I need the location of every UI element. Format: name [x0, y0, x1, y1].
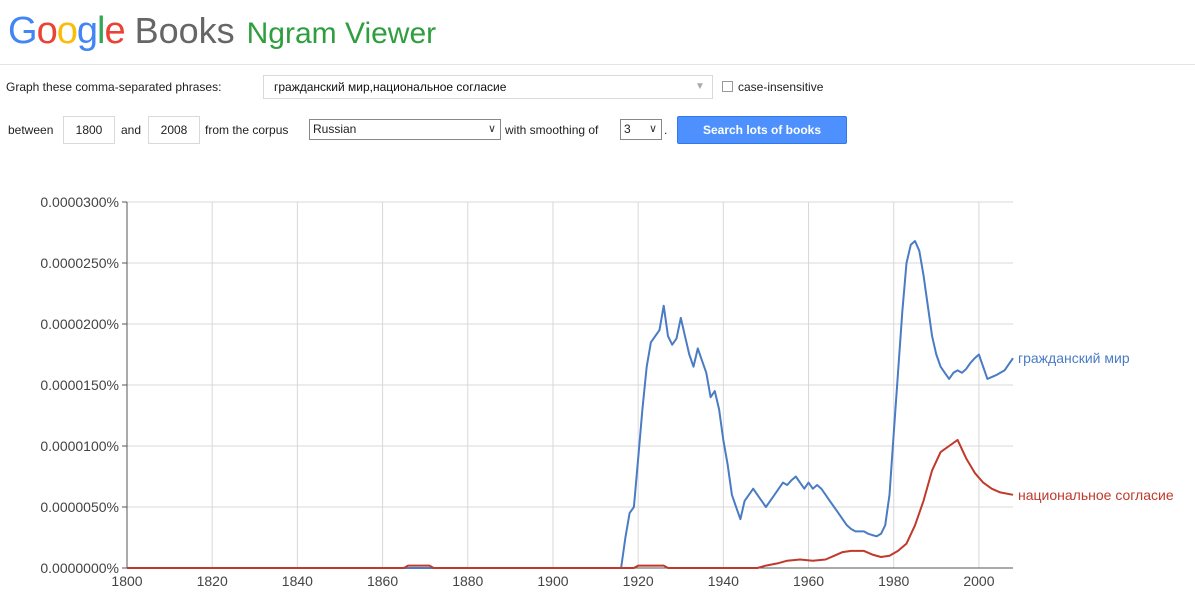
and-label: and	[121, 123, 142, 137]
series-label-1[interactable]: гражданский мир	[1018, 350, 1130, 366]
smoothing-value: 3	[624, 122, 631, 136]
x-tick-label: 1880	[452, 573, 483, 589]
chevron-down-icon: ∨	[648, 123, 657, 135]
end-year-input[interactable]: 2008	[148, 116, 200, 144]
x-tick-label: 2000	[963, 573, 994, 589]
x-tick-label: 1960	[793, 573, 824, 589]
phrases-input[interactable]: гражданский мир,национальное согласие	[263, 75, 713, 99]
x-tick-label: 1820	[197, 573, 228, 589]
x-tick-label: 1940	[708, 573, 739, 589]
y-tick-label: 0.0000000%	[40, 560, 119, 576]
series-line-2[interactable]	[127, 438, 1014, 569]
y-tick-label: 0.0000050%	[40, 499, 119, 515]
series-line-1[interactable]	[127, 240, 1014, 569]
google-logo[interactable]: Google	[8, 10, 126, 52]
header-divider	[0, 64, 1195, 65]
smoothing-select[interactable]: 3 ∨	[620, 119, 662, 140]
x-tick-label: 1980	[878, 573, 909, 589]
case-insensitive-label: case-insensitive	[738, 80, 824, 94]
phrases-label: Graph these comma-separated phrases:	[6, 80, 222, 94]
y-tick-label: 0.0000250%	[40, 255, 119, 271]
phrases-dropdown-icon[interactable]: ▼	[695, 81, 705, 92]
start-year-input[interactable]: 1800	[63, 116, 115, 144]
case-insensitive-checkbox[interactable]	[722, 81, 733, 92]
x-tick-label: 1920	[623, 573, 654, 589]
corpus-value: Russian	[313, 122, 357, 136]
y-tick-label: 0.0000300%	[40, 194, 119, 210]
between-label: between	[8, 123, 54, 137]
y-tick-label: 0.0000100%	[40, 438, 119, 454]
chevron-down-icon: ∨	[487, 123, 496, 135]
period-text: .	[664, 123, 668, 137]
corpus-select[interactable]: Russian ∨	[309, 119, 501, 140]
search-button[interactable]: Search lots of books	[677, 116, 847, 144]
books-title: Books	[134, 10, 235, 51]
x-tick-label: 1860	[367, 573, 398, 589]
x-tick-label: 1900	[537, 573, 568, 589]
product-title: Ngram Viewer	[246, 17, 437, 50]
ngram-chart: 1800 1820 1840 1860 1880 1900 1920 1940 1960 1980…	[40, 194, 1174, 589]
chart-grid	[127, 201, 1013, 568]
header: Google Books Ngram Viewer	[8, 10, 436, 54]
series-label-2[interactable]: национальное согласие	[1018, 487, 1174, 503]
y-tick-label: 0.0000200%	[40, 316, 119, 332]
x-tick-label: 1840	[282, 573, 313, 589]
y-tick-label: 0.0000150%	[40, 377, 119, 393]
x-tick-label: 1800	[111, 573, 142, 589]
chart-axes: 1800 1820 1840 1860 1880 1900 1920 1940 1960 1980…	[40, 194, 1013, 589]
chart-series[interactable]: гражданский мир национальное согласие	[127, 240, 1174, 569]
smoothing-label: with smoothing of	[505, 123, 599, 137]
corpus-label: from the corpus	[205, 123, 289, 137]
